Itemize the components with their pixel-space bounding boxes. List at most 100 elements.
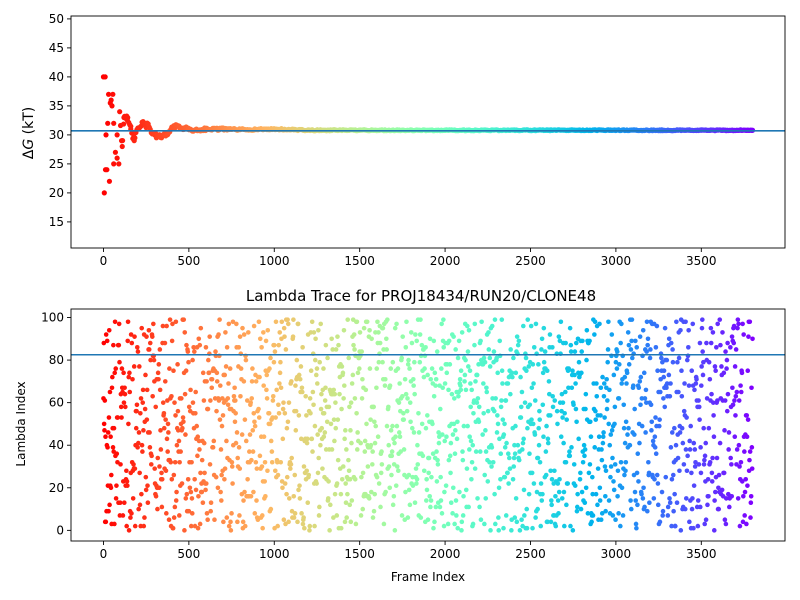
lambda-point xyxy=(721,470,727,476)
lambda-point xyxy=(687,519,692,525)
lambda-point xyxy=(332,491,338,497)
lambda-point xyxy=(626,362,632,367)
lambda-point xyxy=(136,430,142,435)
lambda-point xyxy=(677,468,682,474)
lambda-point xyxy=(642,504,647,510)
lambda-point xyxy=(105,445,110,450)
lambda-point xyxy=(192,476,197,482)
lambda-point xyxy=(669,523,674,529)
lambda-point xyxy=(716,506,722,512)
lambda-point xyxy=(500,417,506,422)
lambda-point xyxy=(549,476,555,482)
lambda-point xyxy=(579,370,584,376)
lambda-point xyxy=(158,447,164,452)
lambda-point xyxy=(675,359,680,365)
lambda-point xyxy=(290,334,296,339)
lambda-point xyxy=(367,366,373,371)
lambda-point xyxy=(568,342,574,348)
lambda-point xyxy=(466,364,471,369)
lambda-point xyxy=(616,396,622,401)
lambda-point xyxy=(399,513,405,518)
lambda-point xyxy=(469,476,474,482)
lambda-point xyxy=(360,506,366,512)
lambda-point xyxy=(362,449,368,454)
lambda-point xyxy=(524,525,530,531)
lambda-point xyxy=(450,485,456,491)
top-x-tick-label: 2000 xyxy=(430,254,461,268)
lambda-point xyxy=(372,440,378,446)
lambda-point xyxy=(140,400,146,405)
lambda-point xyxy=(392,440,397,446)
lambda-point xyxy=(539,336,545,342)
lambda-point xyxy=(461,494,466,499)
lambda-point xyxy=(459,330,465,335)
lambda-point xyxy=(736,398,742,403)
lambda-point xyxy=(597,498,603,503)
lambda-point xyxy=(355,370,361,376)
lambda-point xyxy=(553,523,559,529)
lambda-point xyxy=(651,496,657,501)
lambda-point xyxy=(273,415,278,420)
top-y-tick-label: 15 xyxy=(49,215,64,229)
lambda-point xyxy=(679,393,685,399)
lambda-point xyxy=(605,398,610,403)
lambda-point xyxy=(241,379,247,384)
lambda-point xyxy=(282,410,288,416)
lambda-point xyxy=(513,370,519,376)
lambda-point xyxy=(740,321,745,327)
lambda-point xyxy=(434,449,439,454)
lambda-point xyxy=(484,389,490,395)
lambda-point xyxy=(476,362,481,367)
lambda-point xyxy=(648,347,653,352)
lambda-point xyxy=(299,511,304,516)
lambda-point xyxy=(448,470,453,476)
lambda-point xyxy=(132,466,138,471)
lambda-point xyxy=(548,413,553,418)
lambda-point xyxy=(358,513,364,518)
lambda-point xyxy=(689,470,694,476)
lambda-point xyxy=(558,434,564,440)
lambda-point xyxy=(707,459,713,465)
lambda-point xyxy=(742,489,748,495)
lambda-point xyxy=(380,359,385,365)
lambda-point xyxy=(701,462,707,467)
lambda-point xyxy=(614,349,620,354)
lambda-point xyxy=(285,419,291,425)
lambda-point xyxy=(334,513,340,518)
lambda-point xyxy=(632,432,637,437)
lambda-point xyxy=(230,319,236,325)
lambda-point xyxy=(267,421,273,427)
lambda-point xyxy=(420,453,426,459)
lambda-point xyxy=(155,370,161,376)
lambda-point xyxy=(407,502,413,508)
lambda-point xyxy=(325,496,331,501)
lambda-point xyxy=(609,332,615,337)
lambda-point xyxy=(653,415,658,420)
lambda-point xyxy=(191,345,196,350)
lambda-point xyxy=(359,474,364,480)
lambda-point xyxy=(730,385,735,391)
lambda-point xyxy=(173,413,178,418)
lambda-point xyxy=(437,406,443,412)
lambda-point xyxy=(110,445,116,450)
lambda-point xyxy=(278,385,284,391)
lambda-point xyxy=(724,366,729,371)
lambda-point xyxy=(349,498,355,503)
lambda-point xyxy=(283,347,289,352)
lambda-point xyxy=(539,347,544,352)
lambda-point xyxy=(195,453,200,459)
lambda-point xyxy=(315,432,320,437)
lambda-point xyxy=(381,521,387,527)
lambda-point xyxy=(156,362,162,367)
lambda-point xyxy=(601,381,607,386)
lambda-point xyxy=(354,410,359,416)
lambda-point xyxy=(427,494,433,499)
lambda-point xyxy=(375,434,381,440)
lambda-point xyxy=(274,387,279,393)
lambda-point xyxy=(528,323,534,329)
lambda-point xyxy=(524,506,530,512)
lambda-point xyxy=(740,519,746,525)
lambda-point xyxy=(305,500,311,505)
lambda-point xyxy=(724,408,730,414)
lambda-point xyxy=(521,436,526,442)
